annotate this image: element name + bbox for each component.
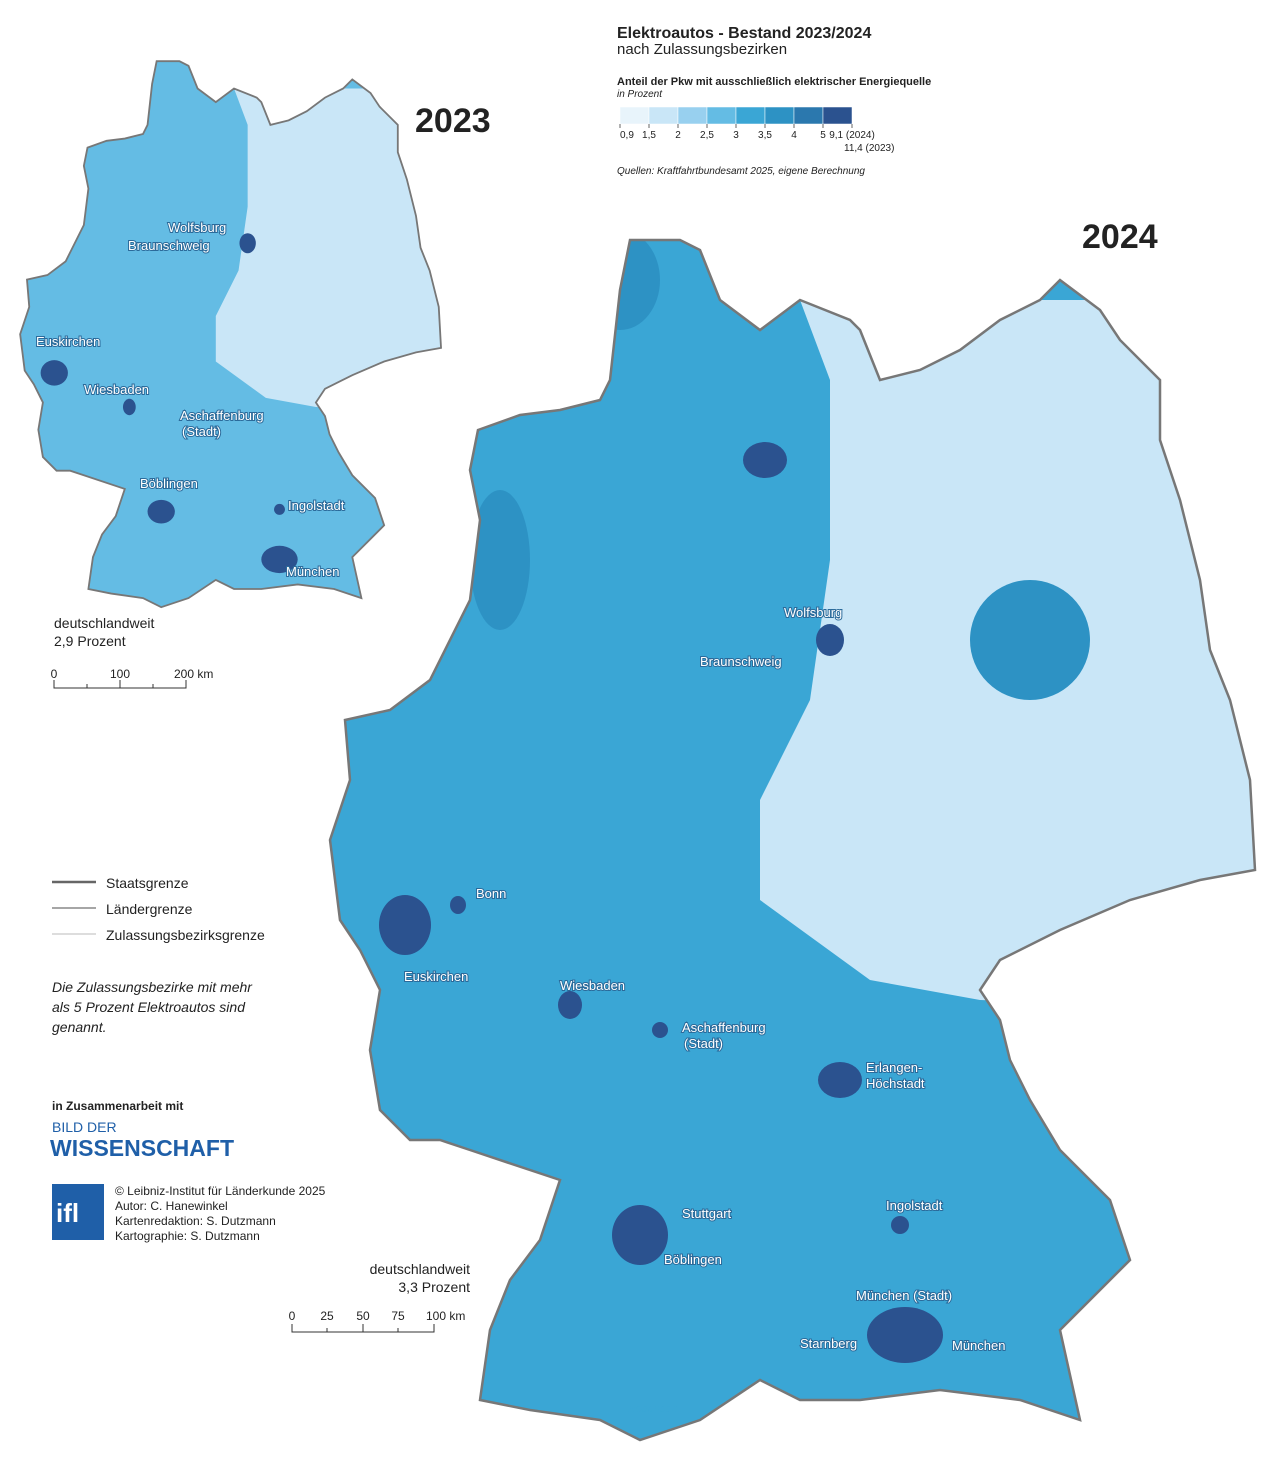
boundary-label: Ländergrenze [106, 901, 193, 917]
legend-swatch [764, 106, 795, 125]
boundary-legend: Staatsgrenze Ländergrenze Zulassungsbezi… [52, 875, 265, 943]
place-label: Euskirchen [404, 969, 468, 984]
place-label: München (Stadt) [856, 1288, 952, 1303]
total-value: 2,9 Prozent [54, 633, 126, 649]
legend-unit: in Prozent [617, 89, 663, 100]
total-label: deutschlandweit [54, 615, 155, 631]
scale-label: 25 [320, 1309, 334, 1323]
legend-tick-label: 0,9 [620, 130, 634, 141]
place-label: Stuttgart [682, 1206, 732, 1221]
map-2023 [19, 60, 442, 609]
legend-tick-label: 2,5 [700, 130, 714, 141]
region-east [215, 88, 442, 412]
year-label: 2024 [1082, 218, 1158, 256]
hotspots [40, 233, 298, 574]
place-label: München [286, 564, 339, 579]
place-label: Bonn [476, 886, 506, 901]
place-label: Aschaffenburg [682, 1020, 766, 1035]
credit-line: © Leibniz-Institut für Länderkunde 2025 [115, 1184, 326, 1198]
scale-label: 0 [51, 667, 58, 681]
lake-label: Bodensee [628, 1403, 678, 1415]
scale-label: 100 km [426, 1309, 465, 1323]
place-label: Wolfsburg [168, 220, 226, 235]
subtitle: nach Zulassungsbezirken [617, 41, 787, 58]
credit-line: Autor: C. Hanewinkel [115, 1199, 228, 1213]
legend-tick-label: 11,4 (2023) [844, 143, 894, 154]
legend-swatch [706, 106, 737, 125]
hotspots [379, 442, 943, 1363]
note-line: als 5 Prozent Elektroautos sind [52, 999, 246, 1015]
boundary-label: Zulassungsbezirksgrenze [106, 927, 265, 943]
scale-label: 200 km [174, 667, 213, 681]
legend-tick-label: 4 [791, 130, 797, 141]
scale-label: 100 [110, 667, 130, 681]
logo-text: ifl [56, 1198, 79, 1228]
place-label: Wiesbaden [560, 978, 625, 993]
partner-intro: in Zusammenarbeit mit [52, 1099, 183, 1113]
map-2024 [328, 238, 1257, 1442]
scale-label: 0 [289, 1309, 296, 1323]
title: Elektroautos - Bestand 2023/2024 [617, 25, 871, 42]
logo-box [52, 1184, 104, 1240]
year-label: 2023 [415, 102, 491, 140]
place-label: Euskirchen [36, 334, 100, 349]
legend-tick-label: 3 [733, 130, 739, 141]
place-label: Böblingen [140, 476, 198, 491]
legend-tick-label: 1,5 [642, 130, 656, 141]
place-label: Höchstadt [866, 1076, 925, 1091]
source: Quellen: Kraftfahrtbundesamt 2025, eigen… [617, 166, 865, 177]
legend-tick-label: 9,1 (2024) [829, 130, 875, 141]
legend: 0,9 1,5 2 2,5 3 3,5 4 5 9,1 (2024) 11,4 (2023) [619, 106, 894, 154]
place-label: Braunschweig [700, 654, 782, 669]
note-line: genannt. [52, 1019, 107, 1035]
legend-swatch [793, 106, 824, 125]
legend-title: Anteil der Pkw mit ausschließlich elektr… [617, 76, 931, 88]
place-label: Wiesbaden [84, 382, 149, 397]
legend-tick-label: 2 [675, 130, 681, 141]
legend-swatch [619, 106, 650, 125]
legend-tick-label: 5 [820, 130, 826, 141]
credit-line: Kartographie: S. Dutzmann [115, 1229, 260, 1243]
scale-bar: 0 25 50 75 100 km [289, 1309, 465, 1333]
legend-swatch [648, 106, 679, 125]
place-label: (Stadt) [684, 1036, 723, 1051]
note: Die Zulassungsbezirke mit mehr als 5 Pro… [52, 979, 253, 1035]
place-label: (Stadt) [182, 424, 221, 439]
place-label: Starnberg [800, 1336, 857, 1351]
total-value: 3,3 Prozent [398, 1279, 470, 1295]
legend-swatch [677, 106, 708, 125]
partner-name: BILD DER [52, 1119, 117, 1135]
place-label: München [952, 1338, 1005, 1353]
legend-swatch [735, 106, 766, 125]
note-line: Die Zulassungsbezirke mit mehr [52, 979, 253, 995]
place-label: Aschaffenburg [180, 408, 264, 423]
total-label: deutschlandweit [370, 1261, 471, 1277]
scale-label: 75 [391, 1309, 405, 1323]
legend-tick-label: 3,5 [758, 130, 772, 141]
credit-line: Kartenredaktion: S. Dutzmann [115, 1214, 276, 1228]
place-label: Ingolstadt [886, 1198, 943, 1213]
place-label: Erlangen- [866, 1060, 922, 1075]
partner-name: WISSENSCHAFT [50, 1135, 234, 1161]
place-label: Wolfsburg [784, 605, 842, 620]
legend-swatch [822, 106, 853, 125]
place-label: Braunschweig [128, 238, 210, 253]
place-label: Ingolstadt [288, 498, 345, 513]
place-label: Böblingen [664, 1252, 722, 1267]
boundary-label: Staatsgrenze [106, 875, 189, 891]
scale-bar: 0 100 200 km [51, 667, 213, 689]
scale-label: 50 [356, 1309, 370, 1323]
